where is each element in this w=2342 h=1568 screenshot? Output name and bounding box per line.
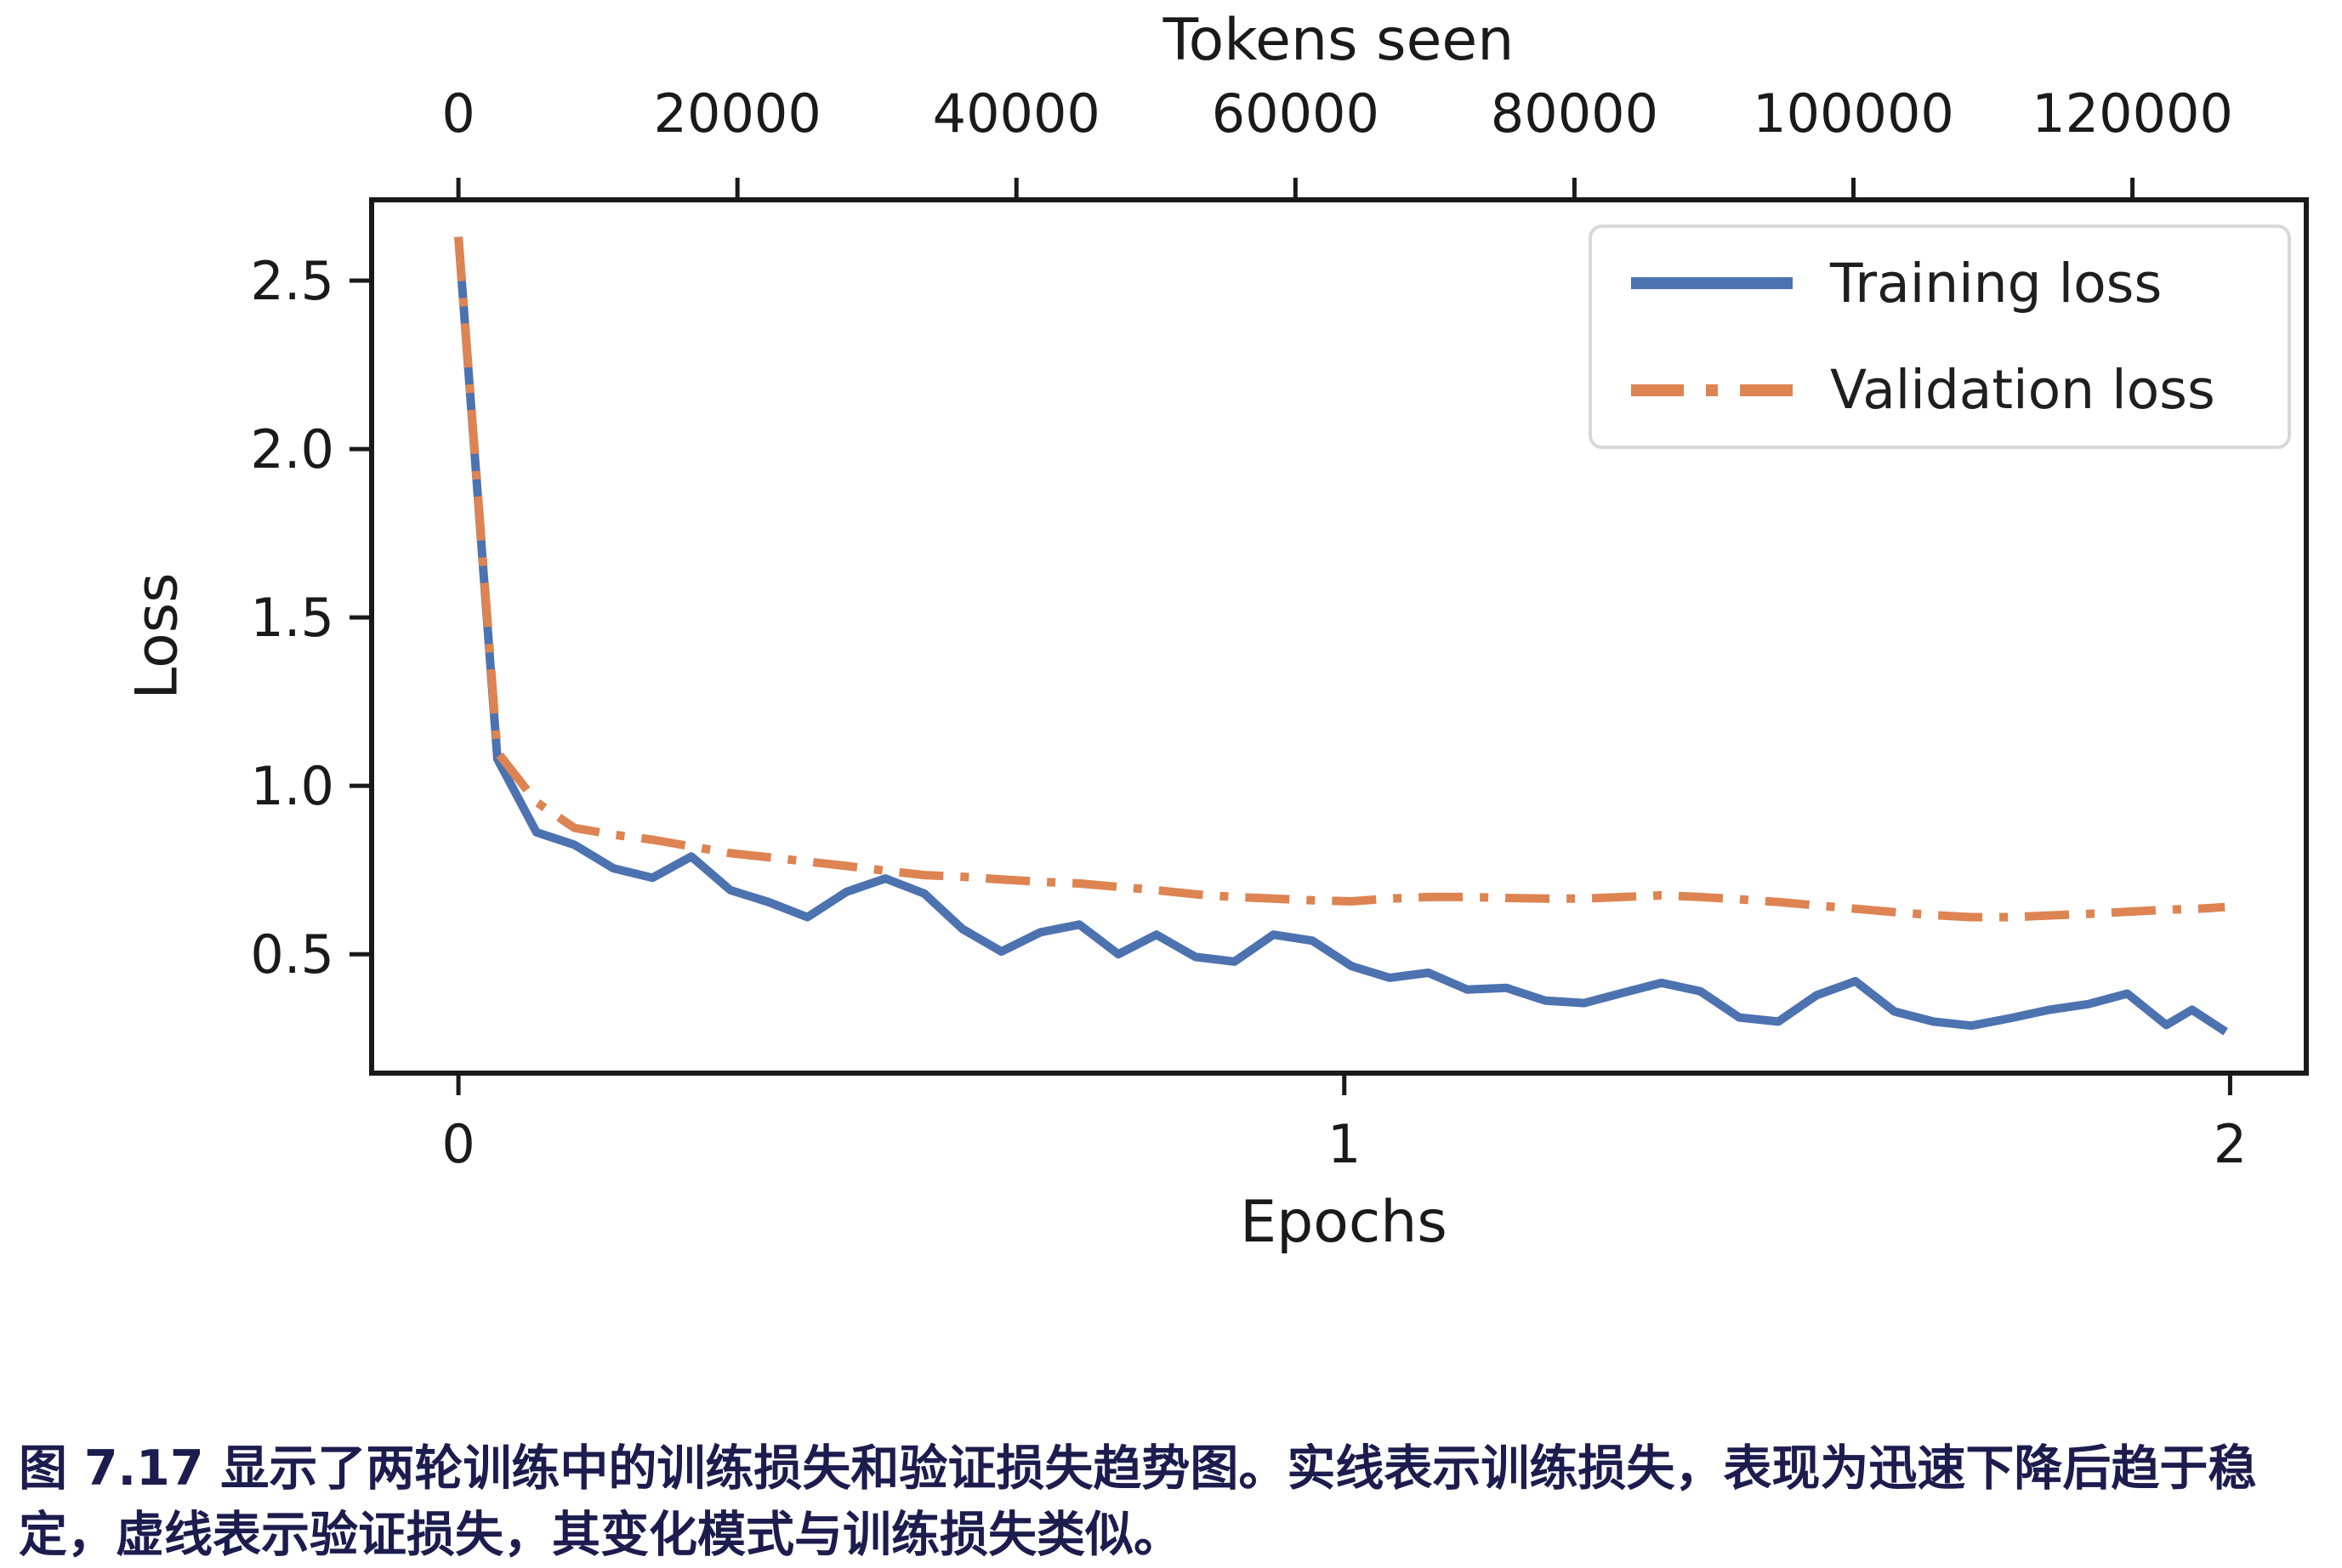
y-tick-label: 2.0 [250,418,334,480]
figure-caption: 图 7.17 显示了两轮训练中的训练损失和验证损失趋势图。实线表示训练损失，表现… [19,1440,2257,1563]
x-tick-label: 2 [2214,1113,2247,1175]
top-tick-label: 120000 [2032,82,2233,145]
top-axis-title: Tokens seen [1162,7,1515,74]
y-axis-title: Loss [123,572,191,700]
y-tick-label: 0.5 [250,923,334,986]
y-tick-label: 2.5 [250,250,334,312]
loss-chart-figure: 2.5 2.0 1.5 1.0 0.5 0 1 2 0 20000 40000 60000 80000 1… [123,7,2309,1256]
legend-box: Training loss Validation loss [1589,224,2291,449]
y-tick-label: 1.5 [250,587,334,649]
validation-loss-line-swatch [1631,383,1793,396]
top-tick-label: 40000 [933,82,1100,145]
plot-frame [369,197,2309,1076]
legend-item-training-loss: Training loss [1592,232,2288,334]
top-tick-label: 20000 [654,82,821,145]
x-tick-label: 0 [441,1113,475,1175]
top-tick-label: 80000 [1491,82,1658,145]
chart-canvas: 2.5 2.0 1.5 1.0 0.5 0 1 2 0 20000 40000 60000 80000 1… [250,82,2309,1175]
legend-item-validation-loss: Validation loss [1592,339,2288,441]
x-axis-title: Epochs [1240,1189,1447,1256]
legend-label-training-loss: Training loss [1830,252,2163,315]
series-line-training [454,236,2228,1036]
legend-label-validation-loss: Validation loss [1830,359,2215,422]
x-tick-label: 1 [1327,1113,1361,1175]
top-tick-label: 0 [441,82,475,145]
y-tick-label: 1.0 [250,755,334,817]
page: { "caption": { "text": "图 7.17 显示了两轮训练中的… [19,7,2309,1563]
series-line-validation [454,236,2225,922]
top-tick-label: 60000 [1212,82,1379,145]
training-loss-line-swatch [1631,277,1793,290]
top-tick-label: 100000 [1753,82,1954,145]
